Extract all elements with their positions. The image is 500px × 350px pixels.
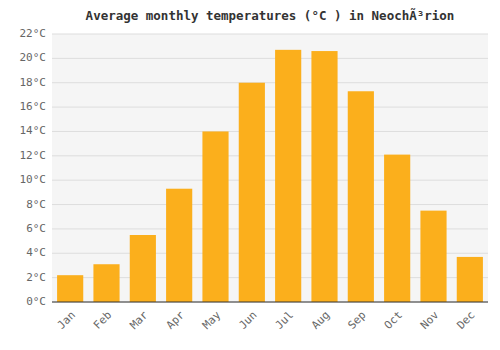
bar	[311, 51, 337, 302]
bar	[384, 155, 410, 302]
chart-container: 0°C 2°C 4°C 6°C 8°C 10°C 12°C 14°C 16°C 18°C 20°C 2…	[0, 0, 500, 350]
y-axis: 0°C 2°C 4°C 6°C 8°C 10°C 12°C 14°C 16°C 18°C 20°C 2…	[20, 27, 47, 308]
y-tick-label: 16°C	[20, 100, 47, 113]
grid	[52, 34, 488, 302]
y-tick-label: 22°C	[20, 27, 47, 40]
y-tick-label: 0°C	[26, 295, 46, 308]
bar	[202, 131, 228, 302]
grid-line	[52, 302, 488, 303]
grid-line	[52, 58, 488, 59]
grid-line	[52, 180, 488, 181]
bar	[348, 91, 374, 302]
x-tick-label: Apr	[164, 308, 188, 332]
bar	[457, 257, 483, 302]
grid-line	[52, 155, 488, 156]
y-tick-label: 6°C	[26, 222, 46, 235]
x-tick-label: Mar	[127, 308, 151, 332]
x-tick-label: Sep	[345, 309, 368, 332]
y-tick-label: 8°C	[26, 198, 46, 211]
x-axis-line	[52, 302, 488, 303]
bars	[57, 50, 483, 302]
bar	[130, 235, 156, 302]
y-tick-label: 14°C	[20, 124, 47, 137]
x-tick-label: May	[200, 308, 224, 332]
y-tick-label: 18°C	[20, 76, 47, 89]
y-tick-label: 10°C	[20, 173, 47, 186]
chart: 0°C 2°C 4°C 6°C 8°C 10°C 12°C 14°C 16°C 18°C 20°C 2…	[0, 0, 500, 350]
grid-line	[52, 107, 488, 108]
bar	[239, 83, 265, 302]
y-tick-label: 2°C	[26, 271, 46, 284]
grid-line	[52, 131, 488, 132]
y-tick-label: 20°C	[20, 51, 47, 64]
bar	[166, 189, 192, 302]
x-tick-label: Jul	[273, 309, 296, 332]
y-tick-label: 12°C	[20, 149, 47, 162]
grid-line	[52, 204, 488, 205]
x-tick-label: Jun	[236, 309, 259, 332]
y-tick-label: 4°C	[26, 246, 46, 259]
x-tick-label: Nov	[418, 308, 442, 332]
x-tick-label: Aug	[309, 309, 332, 332]
bar	[275, 50, 301, 302]
x-tick-label: Feb	[91, 309, 114, 332]
x-axis: Jan Feb Mar Apr May Jun Jul Aug Sep Oct Nov Dec	[55, 308, 478, 332]
x-tick-label: Jan	[55, 309, 78, 332]
grid-line	[52, 82, 488, 83]
x-tick-label: Oct	[382, 309, 405, 332]
bar	[57, 275, 83, 302]
x-tick-label: Dec	[454, 309, 477, 332]
plot-background	[52, 34, 488, 302]
grid-line	[52, 34, 488, 35]
bar	[420, 211, 446, 302]
title: Average monthly temperatures (°C ) in Ne…	[86, 8, 455, 23]
bar	[93, 264, 119, 302]
